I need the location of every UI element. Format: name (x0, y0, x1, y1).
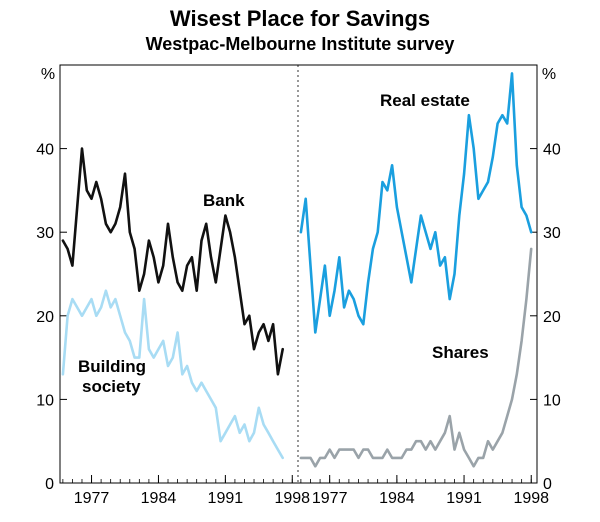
annotation-real-estate: Real estate (380, 91, 470, 110)
y-tick-label-left: 10 (36, 392, 54, 409)
y-tick-label-left: 40 (36, 142, 54, 159)
x-tick-label-left: 1984 (141, 490, 177, 507)
x-tick-label-right: 1977 (312, 490, 348, 507)
y-tick-label-left: 0 (45, 476, 54, 493)
y-tick-label-right: 40 (543, 142, 561, 159)
y-tick-label-right: 0 (543, 476, 552, 493)
x-tick-label-left: 1991 (208, 490, 244, 507)
x-tick-label-right: 1984 (379, 490, 415, 507)
chart-subtitle: Westpac-Melbourne Institute survey (145, 34, 455, 54)
chart-title: Wisest Place for Savings (169, 6, 431, 31)
annotations-group: Bank Building society Real estate Shares (78, 91, 489, 396)
x-tick-label-left: 1998 (274, 490, 310, 507)
x-tick-label-left: 1977 (74, 490, 110, 507)
y-tick-label-right: 20 (543, 309, 561, 326)
annotation-shares: Shares (432, 343, 489, 362)
y-tick-label-right: 10 (543, 392, 561, 409)
annotation-bank: Bank (203, 191, 245, 210)
series-line-bank (61, 147, 285, 376)
plot-frame (59, 64, 538, 484)
x-tick-label-right: 1998 (513, 490, 549, 507)
series-group (61, 72, 533, 468)
annotation-building: Building (78, 357, 146, 376)
annotation-society: society (82, 377, 141, 396)
y-tick-label-right: 30 (543, 225, 561, 242)
series-line-real-estate (299, 72, 533, 334)
y-tick-label-left: 20 (36, 309, 54, 326)
x-tick-label-right: 1991 (446, 490, 482, 507)
y-unit-right: % (542, 66, 556, 83)
y-tick-label-left: 30 (36, 225, 54, 242)
y-unit-left: % (41, 66, 55, 83)
